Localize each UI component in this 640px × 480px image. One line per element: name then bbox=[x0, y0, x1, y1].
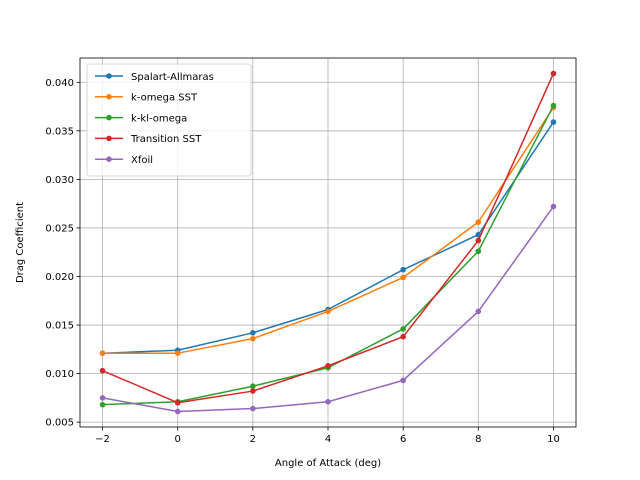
y-tick-label: 0.025 bbox=[45, 223, 74, 234]
legend-entry-label: Transition SST bbox=[130, 134, 202, 145]
data-point-k-kl-omega bbox=[400, 326, 406, 332]
data-point-transition-sst bbox=[99, 367, 106, 374]
data-point-transition-sst bbox=[325, 363, 331, 369]
y-tick-label: 0.030 bbox=[45, 175, 74, 186]
legend-swatch-marker bbox=[106, 73, 112, 79]
y-tick-label: 0.020 bbox=[45, 272, 74, 283]
data-point-xfoil bbox=[475, 308, 482, 315]
data-point-k-omega-sst bbox=[400, 274, 406, 281]
x-tick-label: 0 bbox=[175, 434, 181, 445]
data-point-xfoil bbox=[99, 395, 106, 401]
y-axis-ticks: 0.005 0.010 0.015 0.020 0.025 0.030 0.035 0.040 bbox=[45, 78, 80, 429]
legend-swatch-marker bbox=[106, 114, 112, 121]
y-tick-label: 0.005 bbox=[45, 418, 74, 429]
legend-swatch-marker bbox=[106, 94, 112, 100]
data-point-xfoil bbox=[400, 377, 406, 384]
legend-entry-label: Spalart-Allmaras bbox=[131, 72, 214, 83]
legend-box bbox=[86, 63, 252, 177]
x-tick-label: 4 bbox=[325, 434, 331, 445]
data-point-k-omega-sst bbox=[325, 308, 331, 315]
legend-entry-label: k-omega SST bbox=[131, 93, 198, 104]
data-point-xfoil bbox=[174, 408, 181, 415]
y-axis-label: Drag Coefficient bbox=[15, 202, 26, 283]
legend: Spalart-Allmaras k-omega SST k-kl-omega Tra… bbox=[86, 63, 252, 177]
data-point-spalart-allmaras bbox=[400, 266, 406, 273]
data-point-transition-sst bbox=[475, 237, 482, 244]
data-point-k-omega-sst bbox=[99, 350, 106, 357]
data-point-xfoil bbox=[325, 398, 331, 405]
data-point-spalart-allmaras bbox=[550, 119, 557, 125]
x-tick-label: 2 bbox=[250, 434, 256, 445]
data-point-k-kl-omega bbox=[99, 401, 106, 408]
x-tick-label: 10 bbox=[547, 434, 560, 445]
legend-swatch-marker bbox=[106, 135, 112, 142]
x-tick-label: 8 bbox=[475, 434, 481, 445]
grid bbox=[80, 58, 576, 427]
data-point-k-omega-sst bbox=[475, 219, 482, 225]
data-point-transition-sst bbox=[250, 388, 256, 394]
x-tick-label: 6 bbox=[400, 434, 406, 445]
data-point-xfoil bbox=[550, 203, 557, 210]
data-point-transition-sst bbox=[550, 70, 557, 77]
y-tick-label: 0.010 bbox=[45, 369, 74, 380]
data-point-xfoil bbox=[250, 405, 256, 412]
x-axis-label: Angle of Attack (deg) bbox=[275, 458, 381, 469]
data-point-k-kl-omega bbox=[250, 383, 256, 390]
data-point-k-kl-omega bbox=[475, 248, 482, 255]
data-point-transition-sst bbox=[174, 399, 181, 406]
x-axis-ticks: −2 0 2 4 6 8 10 bbox=[95, 427, 560, 445]
y-tick-label: 0.035 bbox=[45, 126, 74, 137]
data-point-k-kl-omega bbox=[550, 102, 557, 109]
y-tick-label: 0.015 bbox=[45, 321, 74, 332]
legend-entry-label: k-kl-omega bbox=[131, 113, 187, 124]
series-group bbox=[99, 70, 557, 415]
legend-entry-label: Xfoil bbox=[131, 155, 153, 166]
data-point-k-omega-sst bbox=[250, 335, 256, 342]
data-point-transition-sst bbox=[400, 333, 406, 340]
y-tick-label: 0.040 bbox=[45, 78, 74, 89]
data-point-spalart-allmaras bbox=[250, 330, 256, 336]
x-tick-label: −2 bbox=[95, 434, 110, 445]
data-point-k-omega-sst bbox=[174, 350, 181, 357]
legend-swatch-marker bbox=[106, 156, 112, 162]
